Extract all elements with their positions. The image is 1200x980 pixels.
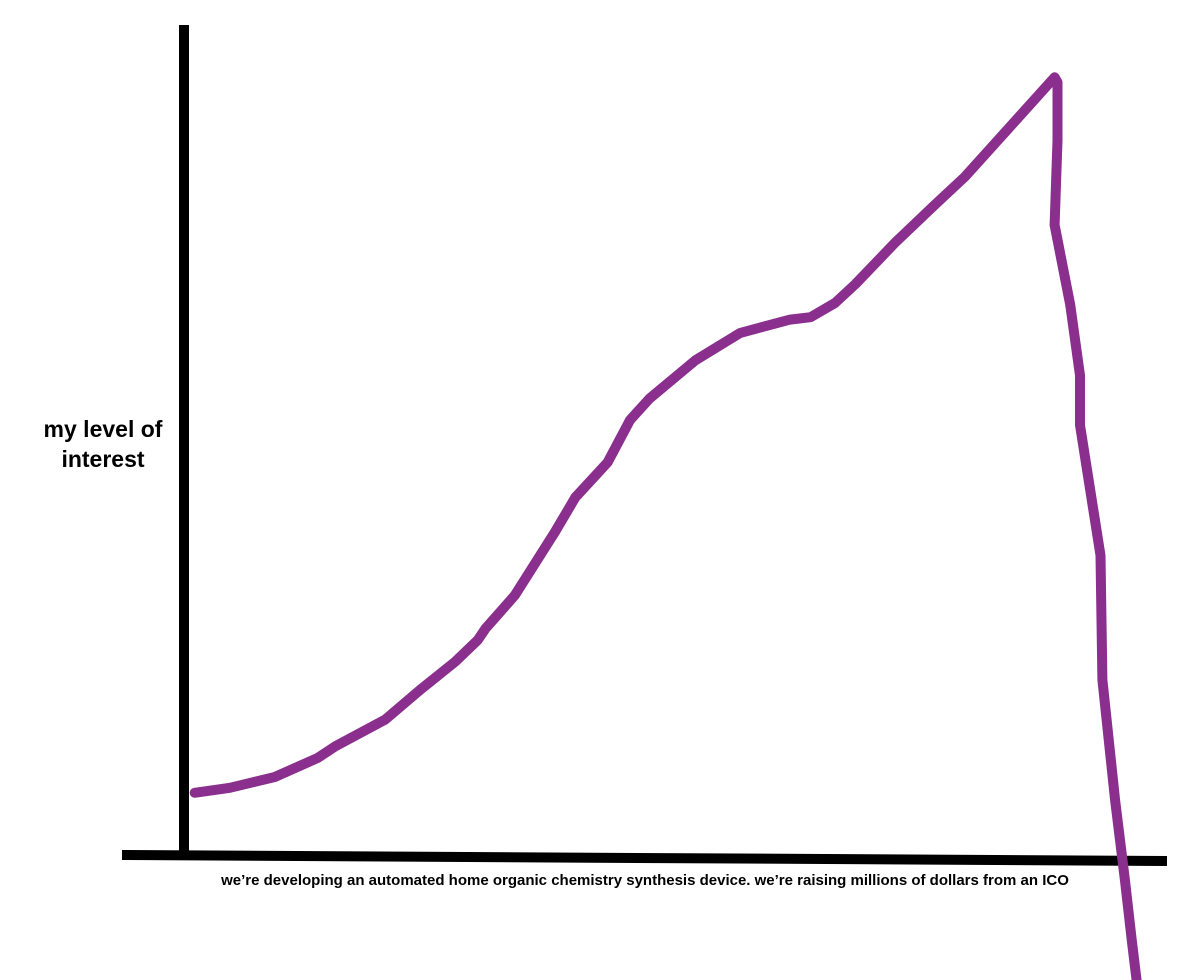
x-axis (121, 850, 1168, 866)
y-axis-label: my level of interest (43, 416, 163, 472)
line (189, 72, 1142, 980)
x-axis-label: we’re developing an automated home organ… (221, 872, 1069, 889)
